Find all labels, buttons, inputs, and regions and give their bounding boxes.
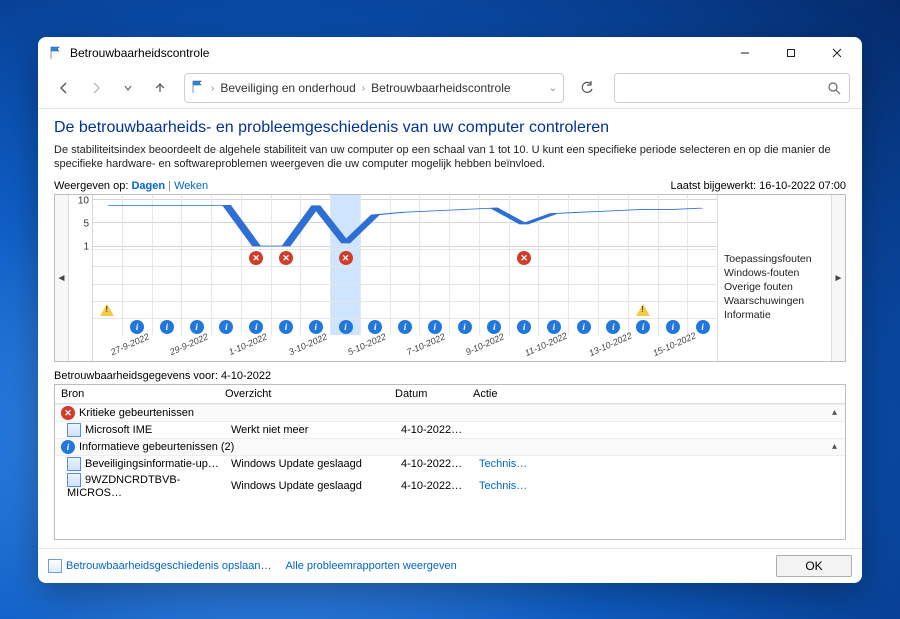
view-weeks-link[interactable]: Weken <box>174 180 208 192</box>
chevron-down-icon[interactable]: ⌄ <box>549 83 557 94</box>
breadcrumb-current[interactable]: Betrouwbaarheidscontrole <box>371 81 510 95</box>
content-area: De betrouwbaarheids- en probleemgeschied… <box>38 109 862 548</box>
refresh-button[interactable] <box>572 73 602 103</box>
titlebar: Betrouwbaarheidscontrole <box>38 37 862 69</box>
view-all-reports-link[interactable]: Alle probleemrapporten weergeven <box>285 560 456 572</box>
chart-header: Weergeven op: Dagen | Weken Laatst bijge… <box>54 180 846 192</box>
col-actie[interactable]: Actie <box>467 385 845 403</box>
back-button[interactable] <box>50 74 78 102</box>
action-link[interactable]: Technis… <box>479 480 527 492</box>
desktop-background: Betrouwbaarheidscontrole › Beveiliging e… <box>0 0 900 619</box>
col-bron[interactable]: Bron <box>55 385 219 403</box>
grid-header: Bron Overzicht Datum Actie <box>55 385 845 404</box>
col-overzicht[interactable]: Overzicht <box>219 385 389 403</box>
event-row[interactable]: Beveiligingsinformatie-up… Windows Updat… <box>55 456 845 472</box>
reliability-chart: ◄ 10 5 1 iiii✕i✕ii✕iiiiii✕iiiiiii 27-9-2… <box>54 194 846 362</box>
address-bar[interactable]: › Beveiliging en onderhoud › Betrouwbaar… <box>184 73 564 103</box>
forward-button[interactable] <box>82 74 110 102</box>
reliability-line <box>93 195 717 335</box>
minimize-button[interactable] <box>722 37 768 69</box>
reliability-monitor-window: Betrouwbaarheidscontrole › Beveiliging e… <box>38 37 862 583</box>
document-icon <box>48 559 62 573</box>
close-button[interactable] <box>814 37 860 69</box>
view-label: Weergeven op: <box>54 180 128 192</box>
col-datum[interactable]: Datum <box>389 385 467 403</box>
action-link[interactable]: Technis… <box>479 458 527 470</box>
section-info[interactable]: i Informatieve gebeurtenissen (2) ▴ <box>55 438 845 456</box>
collapse-icon[interactable]: ▴ <box>832 407 837 418</box>
error-icon: ✕ <box>61 406 75 420</box>
section-critical[interactable]: ✕ Kritieke gebeurtenissen ▴ <box>55 404 845 422</box>
window-title: Betrouwbaarheidscontrole <box>70 46 209 60</box>
details-header: Betrouwbaarheidsgegevens voor: 4-10-2022 <box>54 370 846 382</box>
event-row[interactable]: Microsoft IME Werkt niet meer 4-10-2022… <box>55 422 845 438</box>
recent-dropdown[interactable] <box>114 74 142 102</box>
search-icon <box>827 81 841 95</box>
collapse-icon[interactable]: ▴ <box>832 441 837 452</box>
legend-information: Informatie <box>724 309 827 321</box>
maximize-button[interactable] <box>768 37 814 69</box>
chevron-right-icon: › <box>211 83 214 94</box>
app-icon <box>67 473 81 487</box>
legend-warnings: Waarschuwingen <box>724 295 827 307</box>
page-title: De betrouwbaarheids- en probleemgeschied… <box>54 119 846 137</box>
flag-icon <box>191 80 205 97</box>
view-days-link[interactable]: Dagen <box>131 180 165 192</box>
navigation-toolbar: › Beveiliging en onderhoud › Betrouwbaar… <box>38 69 862 109</box>
ok-button[interactable]: OK <box>776 555 852 577</box>
scroll-right-button[interactable]: ► <box>831 195 845 361</box>
info-icon: i <box>61 440 75 454</box>
chevron-right-icon: › <box>362 83 365 94</box>
app-icon <box>67 423 81 437</box>
legend-misc-errors: Overige fouten <box>724 281 827 293</box>
plot-area: iiii✕i✕ii✕iiiiii✕iiiiiii <box>93 195 717 335</box>
last-updated-label: Laatst bijgewerkt: <box>670 180 756 192</box>
up-button[interactable] <box>146 74 174 102</box>
page-description: De stabiliteitsindex beoordeelt de algeh… <box>54 143 846 173</box>
last-updated-value: 16-10-2022 07:00 <box>759 180 846 192</box>
events-grid: Bron Overzicht Datum Actie ✕ Kritieke ge… <box>54 384 846 539</box>
app-icon <box>67 457 81 471</box>
save-history-link[interactable]: Betrouwbaarheidsgeschiedenis opslaan… <box>66 560 271 572</box>
breadcrumb-root[interactable]: Beveiliging en onderhoud <box>220 81 355 95</box>
x-axis: 27-9-202229-9-20221-10-20223-10-20225-10… <box>93 335 717 361</box>
event-row[interactable]: 9WZDNCRDTBVB-MICROS… Windows Update gesl… <box>55 472 845 500</box>
y-axis: 10 5 1 <box>69 195 93 361</box>
legend-win-errors: Windows-fouten <box>724 267 827 279</box>
footer: Betrouwbaarheidsgeschiedenis opslaan… Al… <box>38 548 862 583</box>
scroll-left-button[interactable]: ◄ <box>55 195 69 361</box>
flag-icon <box>48 45 64 61</box>
chart-legend: Toepassingsfouten Windows-fouten Overige… <box>717 195 831 361</box>
legend-app-errors: Toepassingsfouten <box>724 253 827 265</box>
search-box[interactable] <box>614 73 850 103</box>
